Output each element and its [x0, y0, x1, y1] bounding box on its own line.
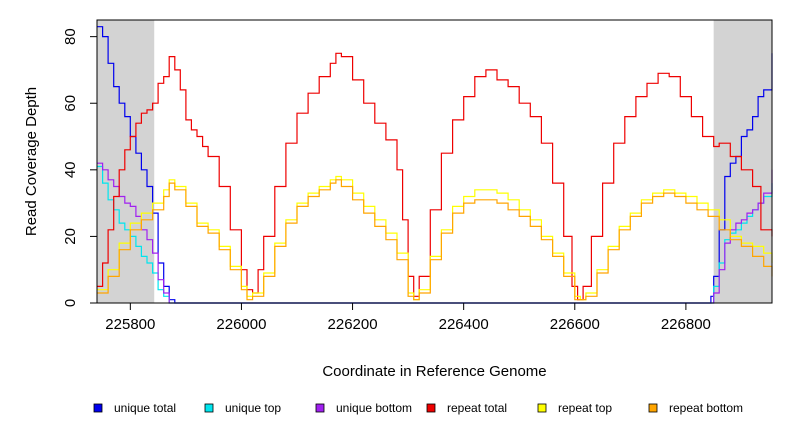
legend-label-unique-total: unique total [114, 401, 176, 415]
series-line-repeat-top [97, 175, 773, 301]
x-tick-label: 225800 [105, 316, 155, 333]
y-tick-label: 0 [62, 299, 79, 307]
legend: unique total unique top unique bottom repea… [93, 401, 743, 415]
series-line-unique-top [97, 165, 773, 304]
legend-swatch-unique-top [204, 403, 214, 413]
x-axis: 225800 226000 226200 226400 226600 226800 [105, 303, 711, 333]
y-tick-label: 20 [62, 228, 79, 245]
legend-swatch-unique-total [93, 403, 103, 413]
y-axis-title: Read Coverage Depth [23, 87, 40, 236]
shaded-region-1 [97, 20, 155, 303]
legend-label-unique-top: unique top [225, 401, 281, 415]
series-lines [97, 26, 773, 304]
series-line-repeat-bottom [97, 179, 773, 301]
x-tick-label: 226200 [328, 316, 378, 333]
shaded-regions [97, 20, 772, 303]
series-line-unique-total [97, 26, 773, 304]
legend-swatch-repeat-bottom [648, 403, 658, 413]
legend-label-repeat-total: repeat total [447, 401, 507, 415]
x-tick-label: 226400 [439, 316, 489, 333]
x-tick-label: 226600 [550, 316, 600, 333]
legend-label-unique-bottom: unique bottom [336, 401, 412, 415]
series-line-unique-bottom [97, 162, 773, 304]
legend-swatch-repeat-top [537, 403, 547, 413]
plot-frame [96, 19, 773, 304]
x-tick-label: 226000 [216, 316, 266, 333]
x-tick-label: 226800 [661, 316, 711, 333]
legend-label-repeat-bottom: repeat bottom [669, 401, 743, 415]
y-tick-label: 80 [62, 28, 79, 45]
y-tick-label: 40 [62, 161, 79, 178]
legend-swatch-repeat-total [426, 403, 436, 413]
y-axis: 0 20 40 60 80 [62, 28, 97, 307]
legend-label-repeat-top: repeat top [558, 401, 612, 415]
series-line-repeat-total [97, 52, 773, 301]
y-tick-label: 60 [62, 95, 79, 112]
legend-swatch-unique-bottom [315, 403, 325, 413]
x-axis-title: Coordinate in Reference Genome [322, 363, 546, 380]
